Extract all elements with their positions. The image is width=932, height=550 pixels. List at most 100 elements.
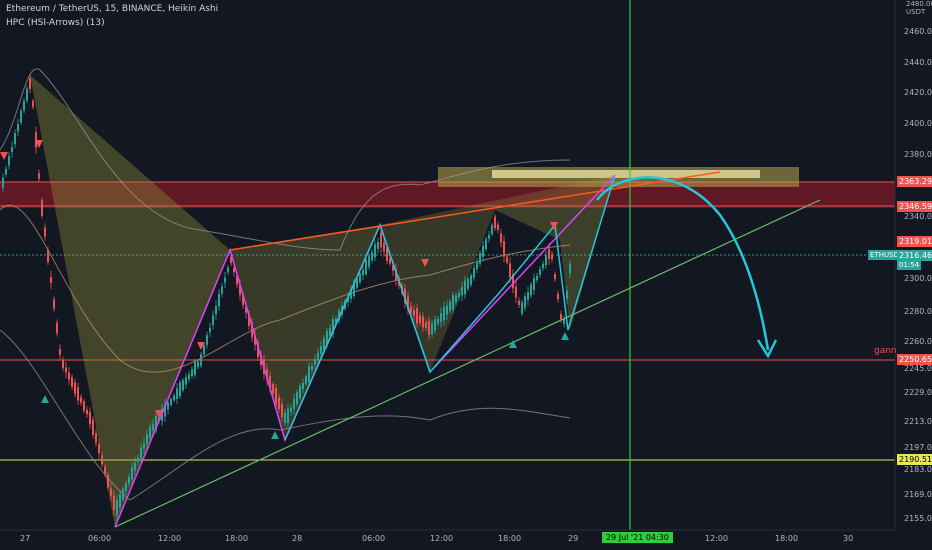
candle-body [548,248,550,260]
candle-body [134,462,136,471]
candle-body [368,256,370,267]
green-trendline[interactable] [114,199,821,528]
candle-body [326,331,328,345]
candle-body [395,269,397,281]
y-tick-label: 2183.00 [904,465,932,474]
candle-body [284,412,286,423]
red-trendline[interactable] [229,171,721,251]
candle-body [293,399,295,409]
candle-body [137,457,139,462]
candle-body [377,242,379,249]
candle-body [62,359,64,369]
candle-body [170,398,172,406]
candle-body [179,382,181,397]
buy-arrow [509,340,517,348]
candle-body [566,291,568,299]
x-tick-label: 27 [20,534,31,543]
candle-body [5,168,7,175]
candle-body [455,295,457,303]
candle-body [479,252,481,264]
candle-body [383,242,385,252]
candle-body [443,307,445,321]
price-label-level5: 2190.51 [897,454,932,465]
candle-body [245,307,247,313]
candle-body [122,488,124,500]
price-label-level2: 2346.59 [897,201,932,212]
candle-body [116,500,118,516]
candle-body [113,495,115,510]
candle-body [350,289,352,299]
candle-body [323,338,325,350]
candle-body [149,426,151,438]
harmonic-pattern-2[interactable] [230,225,380,440]
candle-body [356,278,358,288]
candle-body [290,407,292,413]
candle-body [308,366,310,382]
candle-body [392,265,394,271]
candle-body [242,294,244,306]
candle-body [29,78,31,90]
y-tick-label: 2260.00 [904,337,932,346]
candle-body [53,299,55,309]
y-tick-label: 2229.00 [904,388,932,397]
candle-body [521,302,523,314]
indicator-label[interactable]: HPC (HSI-Arrows) (13) [6,18,105,28]
supply-zone-inner[interactable] [492,170,760,178]
candle-body [446,305,448,315]
forecast-arc[interactable] [596,176,770,351]
candle-body [467,278,469,289]
y-tick-label: 2380.00 [904,150,932,159]
candle-body [272,384,274,394]
candle-body [131,467,133,480]
candle-body [50,276,52,284]
x-tick-label: 30 [843,534,854,543]
candle-body [2,177,4,188]
candle-body [254,335,256,345]
candle-body [227,267,229,273]
candle-body [434,319,436,331]
candle-body [491,224,493,235]
candle-body [347,297,349,302]
candle-body [140,447,142,459]
candle-body [233,267,235,273]
candle-body [563,318,565,324]
cyan-pattern-legs[interactable] [284,174,616,441]
candle-body [173,395,175,401]
candle-body [26,88,28,101]
candle-body [428,321,430,335]
candle-body [437,318,439,324]
x-tick-label: 12:00 [430,534,454,543]
candle-body [533,277,535,291]
candle-body [335,318,337,324]
sell-arrow [421,259,429,267]
candle-body [56,322,58,334]
y-tick-label: 2300.00 [904,274,932,283]
chart-title: Ethereum / TetherUS, 15, BINANCE, Heikin… [6,4,219,14]
candle-body [506,256,508,263]
x-tick-label: 18:00 [498,534,522,543]
gann-annotation[interactable]: gann [874,346,897,356]
harmonic-pattern-4[interactable] [495,175,615,330]
price-label-level3: 2319.01 [897,236,932,247]
cursor-time-label: 29 Jul '21 04:30 [602,532,673,543]
candle-body [539,269,541,275]
candle-body [80,397,82,403]
candle-body [185,377,187,385]
candle-body [236,275,238,285]
candle-body [416,308,418,324]
candle-body [59,349,61,355]
y-tick-label: 2340.00 [904,212,932,221]
candle-body [89,411,91,425]
candle-body [320,346,322,354]
harmonic-pattern-1[interactable] [30,75,230,527]
candle-body [494,216,496,229]
candle-body [74,382,76,394]
candle-body [512,274,514,289]
buy-arrow [271,431,279,439]
candle-body [482,245,484,257]
candle-body [389,258,391,264]
candle-body [221,286,223,294]
candle-body [203,345,205,355]
axis-top-label: 2480.00 USDT [906,0,932,16]
